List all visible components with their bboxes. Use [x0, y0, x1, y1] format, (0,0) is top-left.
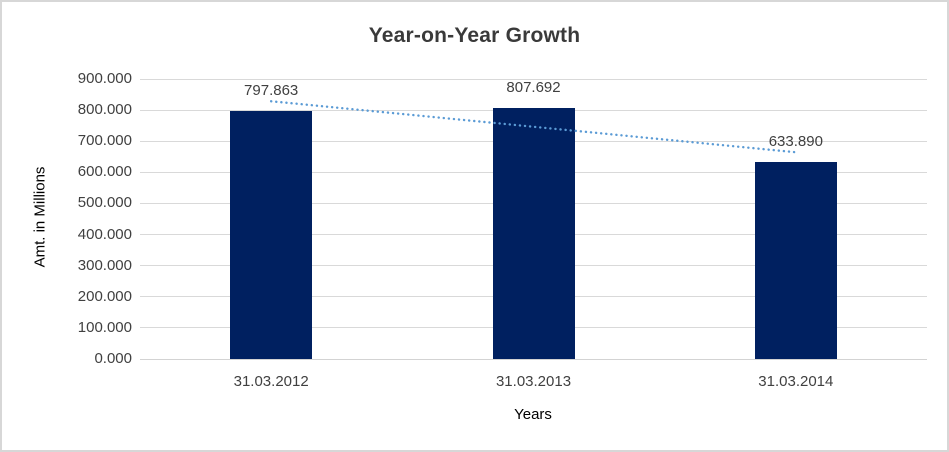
trendline [269, 100, 798, 154]
y-tick-label: 200.000 [77, 287, 132, 305]
y-tick-label: 800.000 [77, 101, 132, 119]
x-tick-label: 31.03.2013 [495, 373, 572, 390]
y-tick-label: 0.000 [94, 350, 132, 367]
chart-title: Year-on-Year Growth [368, 24, 581, 47]
y-tick-label: 700.000 [77, 132, 132, 150]
x-tick-label: 31.03.2012 [233, 373, 309, 390]
y-tick-label: 300.000 [77, 256, 132, 274]
bar [754, 161, 837, 359]
bar [492, 107, 575, 359]
y-tick-label: 900.000 [77, 70, 132, 87]
bar-value-label: 633.890 [768, 132, 823, 150]
y-axis-title: Amt. in Millions [31, 166, 49, 268]
y-tick-label: 500.000 [77, 194, 132, 212]
y-tick-label: 400.000 [77, 225, 132, 243]
y-tick-label: 100.000 [77, 318, 132, 336]
bar-value-label: 797.863 [244, 81, 299, 99]
x-tick-label: 31.03.2014 [758, 373, 834, 390]
bar [230, 110, 313, 359]
x-axis-title: Years [514, 406, 552, 423]
y-tick-label: 600.000 [77, 163, 132, 181]
x-axis-line [140, 358, 927, 360]
bar-value-label: 807.692 [506, 78, 561, 96]
gridline [140, 78, 927, 80]
